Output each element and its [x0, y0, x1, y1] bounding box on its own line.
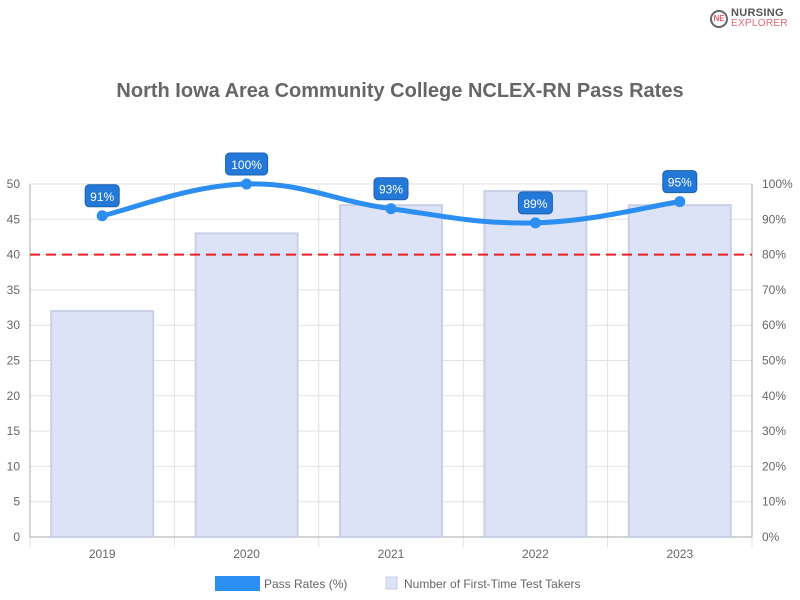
bar [194, 232, 299, 538]
data-label-box [517, 191, 553, 215]
legend-swatch-test-takers [385, 576, 398, 590]
left-tick-label: 15 [7, 424, 21, 438]
right-tick-label: 0% [762, 530, 780, 544]
data-label: 93% [379, 183, 403, 197]
data-label-box [84, 184, 120, 208]
left-tick-label: 35 [7, 283, 21, 297]
left-tick-label: 25 [7, 354, 21, 368]
x-tick-label: 2023 [666, 547, 693, 561]
bar [483, 190, 588, 538]
right-tick-label: 60% [762, 318, 786, 332]
bar [50, 310, 155, 538]
x-tick-label: 2019 [89, 547, 116, 561]
left-tick-label: 30 [7, 318, 21, 332]
legend-label-pass-rates: Pass Rates (%) [264, 577, 347, 591]
right-tick-label: 40% [762, 389, 786, 403]
data-label: 95% [668, 176, 692, 190]
left-tick-label: 0 [13, 530, 20, 544]
data-label: 91% [90, 190, 114, 204]
left-tick-label: 10 [7, 459, 21, 473]
left-tick-label: 40 [7, 248, 21, 262]
chart-title: North Iowa Area Community College NCLEX-… [116, 80, 684, 102]
right-tick-label: 80% [762, 248, 786, 262]
data-point [96, 210, 108, 222]
right-tick-label: 20% [762, 459, 786, 473]
right-tick-label: 90% [762, 212, 786, 226]
right-tick-label: 50% [762, 354, 786, 368]
bar [627, 204, 732, 538]
data-point [241, 178, 253, 190]
left-tick-label: 5 [13, 495, 20, 509]
data-label-box [373, 177, 409, 201]
data-point [529, 217, 541, 229]
bar [339, 204, 443, 538]
right-tick-label: 70% [762, 283, 786, 297]
logo-line2: EXPLORER [731, 18, 788, 29]
left-tick-label: 45 [7, 212, 21, 226]
logo-icon: NE [710, 9, 728, 28]
x-tick-label: 2022 [522, 547, 549, 561]
legend-label-test-takers: Number of First-Time Test Takers [404, 577, 580, 591]
right-tick-label: 100% [762, 177, 793, 191]
data-label-box [662, 170, 698, 194]
data-point [674, 196, 686, 208]
data-label: 100% [231, 158, 262, 172]
legend-swatch-pass-rates [215, 576, 260, 591]
x-tick-label: 2020 [233, 547, 260, 561]
data-label: 89% [523, 197, 547, 211]
left-tick-label: 20 [7, 389, 21, 403]
right-tick-label: 10% [762, 495, 786, 509]
logo: NE NURSING EXPLORER [710, 8, 788, 29]
x-tick-label: 2021 [378, 547, 405, 561]
right-tick-label: 30% [762, 424, 786, 438]
logo-line1: NURSING [731, 7, 784, 19]
data-point [385, 203, 397, 215]
data-label-box [225, 152, 269, 176]
left-tick-label: 50 [7, 177, 21, 191]
